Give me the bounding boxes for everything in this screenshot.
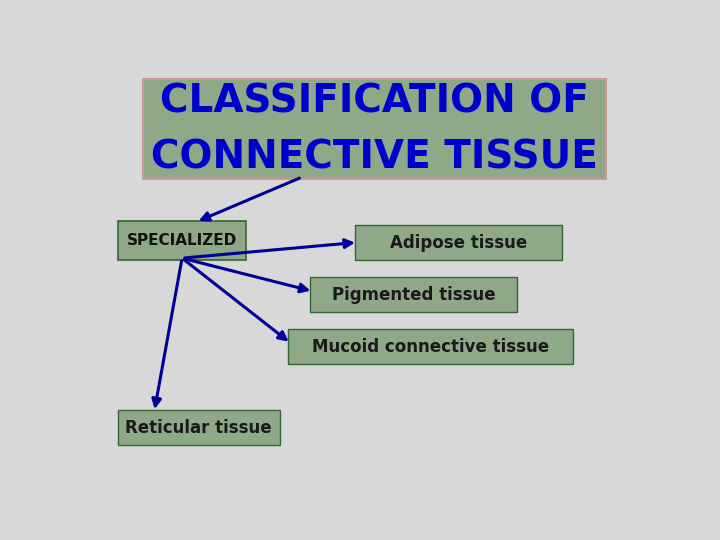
FancyBboxPatch shape <box>310 277 517 312</box>
Text: SPECIALIZED: SPECIALIZED <box>127 233 237 248</box>
Text: CLASSIFICATION OF
CONNECTIVE TISSUE: CLASSIFICATION OF CONNECTIVE TISSUE <box>151 82 598 176</box>
Text: Pigmented tissue: Pigmented tissue <box>332 286 495 303</box>
Text: Mucoid connective tissue: Mucoid connective tissue <box>312 338 549 355</box>
FancyBboxPatch shape <box>355 225 562 260</box>
FancyBboxPatch shape <box>118 221 246 260</box>
Text: Reticular tissue: Reticular tissue <box>125 418 272 436</box>
FancyBboxPatch shape <box>118 410 280 446</box>
Text: Adipose tissue: Adipose tissue <box>390 234 527 252</box>
FancyBboxPatch shape <box>143 79 606 179</box>
FancyBboxPatch shape <box>288 329 572 364</box>
